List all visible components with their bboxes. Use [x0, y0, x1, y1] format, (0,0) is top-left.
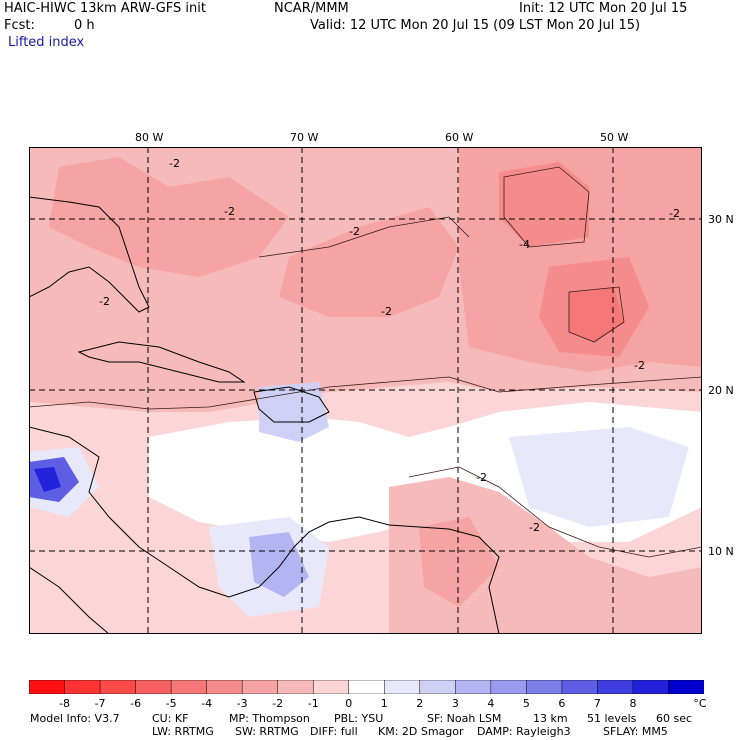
center-label: NCAR/MMM	[274, 1, 349, 16]
lon-label-50w: 50 W	[600, 131, 629, 144]
colorbar-tick-label: -3	[236, 697, 248, 710]
contour-label: -2	[349, 225, 360, 238]
contour-label: -2	[634, 359, 645, 372]
contours	[29, 166, 702, 558]
contour-label: -2	[381, 305, 392, 318]
colorbar-swatch	[526, 680, 563, 694]
colorbar-tick-label: 0	[345, 697, 353, 710]
footer-sw: SW: RRTMG	[235, 725, 299, 738]
colorbar-swatch	[490, 680, 528, 694]
colorbar-tick-label: -5	[165, 697, 177, 710]
contour-label: -2	[169, 157, 180, 170]
shade-plus8-w	[34, 467, 61, 492]
coastlines	[29, 196, 500, 634]
map-frame	[29, 147, 702, 634]
footer-lw: LW: RRTMG	[152, 725, 214, 738]
footer-levels: 51 levels	[587, 712, 637, 725]
colorbar-tick-label: 6	[558, 697, 566, 710]
colorbar-swatch	[384, 680, 421, 694]
colorbar-swatch	[206, 680, 243, 694]
lon-label-60w: 60 W	[445, 131, 474, 144]
colorbar-unit: °C	[693, 697, 707, 710]
lon-label-70w: 70 W	[290, 131, 319, 144]
colorbar-swatch	[668, 680, 704, 694]
colorbar-tick-label: 5	[522, 697, 530, 710]
contour-label: -2	[224, 205, 235, 218]
footer-km: KM: 2D Smagor	[378, 725, 464, 738]
lifted-index-map: -2 -2 -2 -2 -4 -2 -2 -2 -2 -2	[29, 147, 702, 634]
colorbar-tick-label: -1	[307, 697, 319, 710]
colorbar-tick-label: 8	[629, 697, 637, 710]
colorbar-tick-label: -6	[130, 697, 142, 710]
colorbar-tick-label: 4	[487, 697, 495, 710]
graticule	[29, 147, 702, 634]
footer-sflay: SFLAY: MM5	[603, 725, 668, 738]
lat-label-10n: 10 N	[708, 545, 734, 558]
colorbar-tick-label: 2	[416, 697, 424, 710]
lat-label-20n: 20 N	[708, 384, 734, 397]
fcst-value: 0 h	[74, 18, 95, 33]
colorbar-swatch	[597, 680, 634, 694]
colorbar-tick-label: -8	[59, 697, 70, 710]
colorbar-swatch	[241, 680, 279, 694]
colorbar-tick-label: 3	[451, 697, 459, 710]
contour-label: -2	[99, 295, 110, 308]
contour-label: -2	[529, 521, 540, 534]
contour-label: -2	[669, 207, 680, 220]
lat-label-30n: 30 N	[708, 213, 734, 226]
colorbar-swatch	[419, 680, 457, 694]
colorbar-swatch	[277, 680, 314, 694]
colorbar-swatch	[632, 680, 670, 694]
footer-damp: DAMP: Rayleigh3	[477, 725, 571, 738]
shade-plus1-east	[509, 427, 689, 527]
shade-minus4-north	[499, 162, 589, 247]
shade-minus3-west	[49, 157, 289, 277]
colorbar-swatch	[312, 680, 350, 694]
footer-sf: SF: Noah LSM	[427, 712, 502, 725]
colorbar-tick-label: 7	[593, 697, 601, 710]
footer-timestep: 60 sec	[656, 712, 693, 725]
shade-minus3-central	[279, 207, 459, 317]
model-title: HAIC-HIWC 13km ARW-GFS init	[4, 1, 206, 16]
shade-minus5-core	[569, 287, 624, 342]
footer-pbl: PBL: YSU	[334, 712, 384, 725]
shade-minus3-south	[419, 517, 499, 607]
colorbar-tick-label: -4	[201, 697, 213, 710]
colorbar-tick-label: 1	[380, 697, 388, 710]
colorbar-tick-label: -7	[94, 697, 106, 710]
fcst-label: Fcst:	[4, 18, 35, 33]
field-name: Lifted index	[8, 35, 85, 50]
colorbar-swatch	[561, 680, 599, 694]
colorbar-tick-label: -2	[272, 697, 284, 710]
colorbar-swatch	[64, 680, 101, 694]
valid-time: Valid: 12 UTC Mon 20 Jul 15 (09 LST Mon …	[310, 18, 641, 33]
footer-model-info: Model Info: V3.7	[30, 712, 120, 725]
colorbar-swatch	[170, 680, 208, 694]
lon-label-80w: 80 W	[135, 131, 164, 144]
colorbar-swatch	[135, 680, 172, 694]
footer-resolution: 13 km	[533, 712, 568, 725]
shade-hispaniola	[259, 382, 329, 442]
init-time: Init: 12 UTC Mon 20 Jul 15	[519, 1, 688, 16]
footer-mp: MP: Thompson	[229, 712, 310, 725]
shade-plus2-sw	[249, 532, 309, 597]
footer-diff: DIFF: full	[310, 725, 358, 738]
colorbar-swatch	[455, 680, 492, 694]
contour-label: -2	[476, 471, 487, 484]
colorbar-swatch	[29, 680, 66, 694]
footer-cu: CU: KF	[152, 712, 189, 725]
colorbar-swatch	[348, 680, 386, 694]
colorbar	[29, 680, 704, 694]
colorbar-swatch	[99, 680, 137, 694]
contour-label-4: -4	[519, 238, 530, 251]
